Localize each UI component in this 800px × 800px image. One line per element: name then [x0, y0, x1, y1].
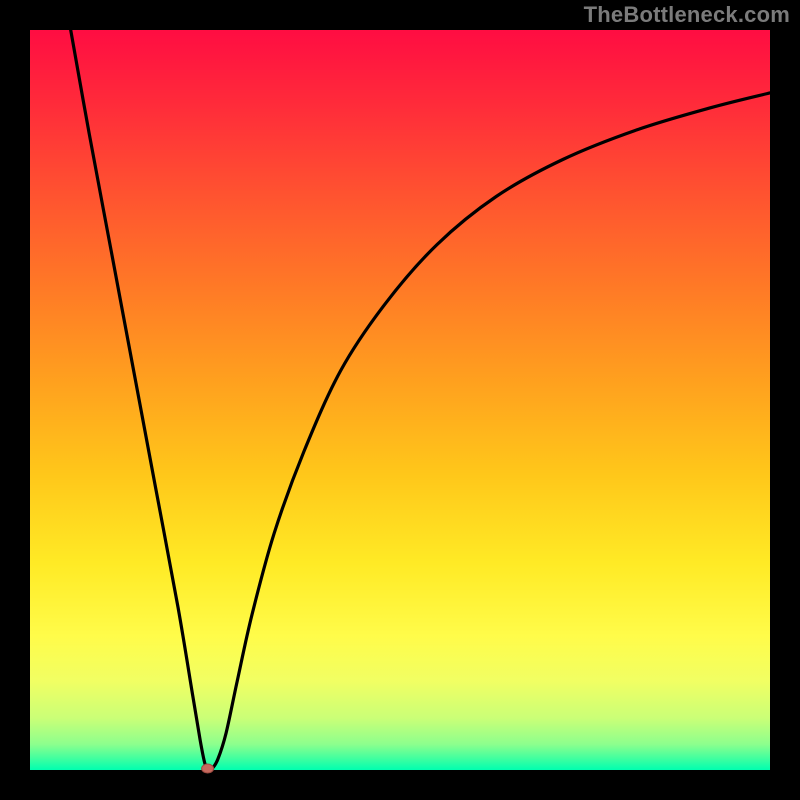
chart-canvas: TheBottleneck.com — [0, 0, 800, 800]
watermark-text: TheBottleneck.com — [584, 2, 790, 28]
minimum-marker — [202, 764, 214, 773]
gradient-background — [30, 30, 770, 770]
bottleneck-chart-svg — [0, 0, 800, 800]
